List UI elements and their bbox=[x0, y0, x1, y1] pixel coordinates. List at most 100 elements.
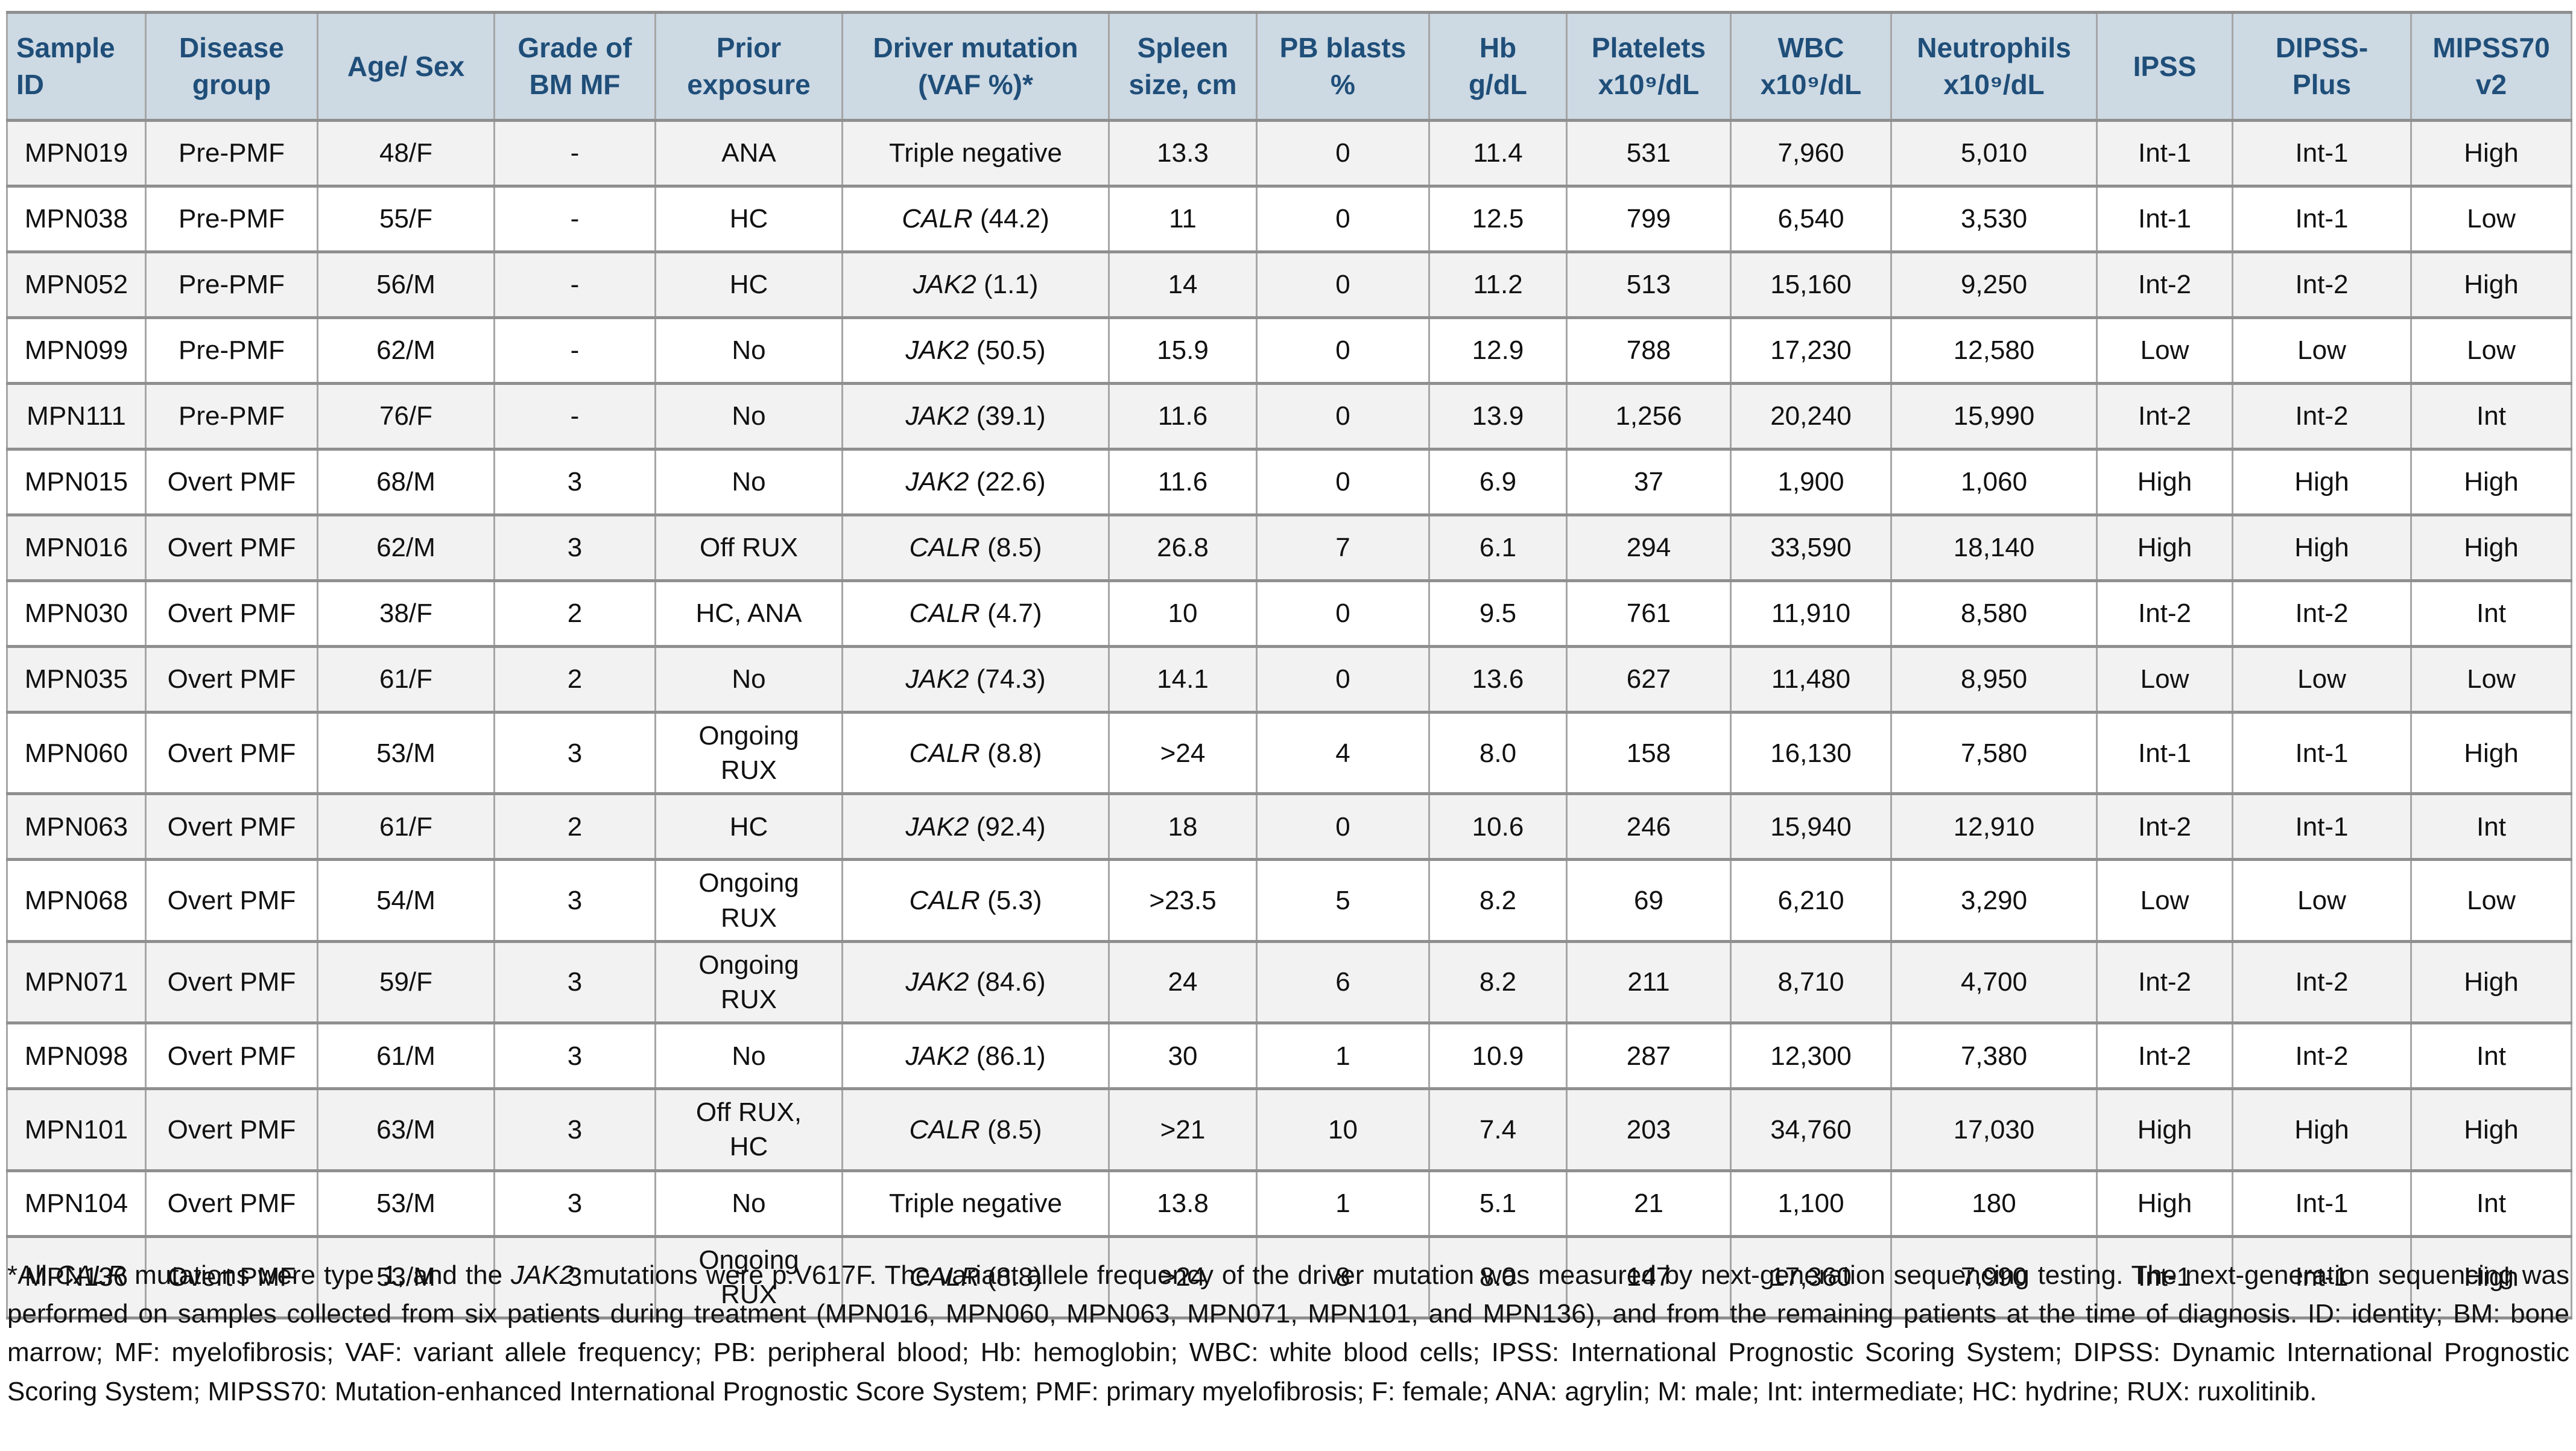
cell-age_sex: 53/M bbox=[317, 1169, 495, 1238]
cell-hb: 11.2 bbox=[1428, 250, 1568, 319]
cell-age_sex: 48/F bbox=[317, 119, 495, 188]
cell-dipss_plus: High bbox=[2232, 448, 2412, 516]
gene-name: JAK2 bbox=[905, 1041, 969, 1071]
cell-age_sex: 55/F bbox=[317, 185, 495, 253]
cell-ipss: Int-2 bbox=[2096, 792, 2233, 862]
footnote-text: *All bbox=[7, 1260, 55, 1290]
cell-mipss70: Int bbox=[2410, 1021, 2572, 1091]
cell-sample_id: MPN136 bbox=[6, 1234, 147, 1319]
cell-wbc: 17,360 bbox=[1730, 1234, 1892, 1319]
cell-disease_group: Pre-PMF bbox=[145, 250, 318, 319]
cell-neutrophils: 8,950 bbox=[1890, 645, 2098, 714]
cell-sample_id: MPN071 bbox=[6, 939, 147, 1025]
table-body: MPN019 Pre-PMF 48/F - ANA Triple negative 13.3… bbox=[6, 119, 2572, 1319]
cell-grade: 3 bbox=[493, 858, 656, 943]
cell-prior_exposure: Ongoing RUX bbox=[654, 1234, 843, 1319]
table-row: MPN111 Pre-PMF 76/F - No JAK2 (39.1) 11.6 0 13.9… bbox=[6, 382, 2572, 451]
cell-mipss70: Low bbox=[2410, 316, 2572, 385]
cell-grade: - bbox=[493, 250, 656, 319]
cell-ipss: Int-1 bbox=[2096, 119, 2233, 188]
gene-name: JAK2 bbox=[905, 335, 969, 366]
cell-driver: CALR (8.8) bbox=[841, 1234, 1110, 1319]
cell-disease_group: Overt PMF bbox=[145, 1021, 318, 1091]
cell-grade: - bbox=[493, 316, 656, 385]
cell-spleen: 11 bbox=[1108, 185, 1258, 253]
cell-mipss70: Int bbox=[2410, 579, 2572, 648]
gene-name: CALR bbox=[909, 1114, 980, 1145]
cell-prior_exposure: Off RUX bbox=[654, 513, 843, 582]
cell-neutrophils: 15,990 bbox=[1890, 382, 2098, 451]
cell-disease_group: Pre-PMF bbox=[145, 119, 318, 188]
cell-grade: 3 bbox=[493, 1087, 656, 1172]
cell-hb: 9.5 bbox=[1428, 579, 1568, 648]
gene-name: JAK2 bbox=[905, 664, 969, 694]
cell-disease_group: Pre-PMF bbox=[145, 185, 318, 253]
cell-ipss: High bbox=[2096, 448, 2233, 516]
cell-wbc: 15,940 bbox=[1730, 792, 1892, 862]
cell-hb: 8.2 bbox=[1428, 858, 1568, 943]
cell-neutrophils: 1,060 bbox=[1890, 448, 2098, 516]
cell-wbc: 12,300 bbox=[1730, 1021, 1892, 1091]
cell-wbc: 33,590 bbox=[1730, 513, 1892, 582]
cell-dipss_plus: Int-2 bbox=[2232, 579, 2412, 648]
cell-spleen: >21 bbox=[1108, 1087, 1258, 1172]
cell-sample_id: MPN038 bbox=[6, 185, 147, 253]
cell-spleen: 14 bbox=[1108, 250, 1258, 319]
cell-dipss_plus: Int-1 bbox=[2232, 792, 2412, 862]
cell-driver: JAK2 (92.4) bbox=[841, 792, 1110, 862]
cell-neutrophils: 7,380 bbox=[1890, 1021, 2098, 1091]
cell-age_sex: 59/F bbox=[317, 939, 495, 1025]
table-row: MPN035 Overt PMF 61/F 2 No JAK2 (74.3) 14.1 0 13… bbox=[6, 645, 2572, 714]
column-header-age_sex: Age/ Sex bbox=[317, 11, 495, 122]
cell-prior_exposure: No bbox=[654, 316, 843, 385]
gene-name: JAK2 bbox=[905, 467, 969, 497]
cell-driver: CALR (8.5) bbox=[841, 513, 1110, 582]
cell-dipss_plus: High bbox=[2232, 513, 2412, 582]
cell-age_sex: 53/M bbox=[317, 1234, 495, 1319]
cell-dipss_plus: Low bbox=[2232, 316, 2412, 385]
table-row: MPN136 Overt PMF 53/M 3 Ongoing RUX CALR (8.8… bbox=[6, 1234, 2572, 1319]
footnote-gene-name: JAK2 bbox=[510, 1260, 575, 1290]
cell-disease_group: Overt PMF bbox=[145, 1234, 318, 1319]
cell-ipss: Low bbox=[2096, 858, 2233, 943]
cell-sample_id: MPN060 bbox=[6, 710, 147, 796]
cell-wbc: 1,900 bbox=[1730, 448, 1892, 516]
table-row: MPN098 Overt PMF 61/M 3 No JAK2 (86.1) 30 1 10.9… bbox=[6, 1021, 2572, 1091]
cell-neutrophils: 3,530 bbox=[1890, 185, 2098, 253]
cell-prior_exposure: No bbox=[654, 448, 843, 516]
cell-hb: 12.5 bbox=[1428, 185, 1568, 253]
cell-ipss: High bbox=[2096, 1169, 2233, 1238]
cell-driver: JAK2 (84.6) bbox=[841, 939, 1110, 1025]
cell-pb_blasts: 1 bbox=[1256, 1169, 1430, 1238]
cell-disease_group: Overt PMF bbox=[145, 1169, 318, 1238]
cell-prior_exposure: HC, ANA bbox=[654, 579, 843, 648]
cell-mipss70: High bbox=[2410, 1234, 2572, 1319]
cell-driver: Triple negative bbox=[841, 119, 1110, 188]
cell-prior_exposure: No bbox=[654, 382, 843, 451]
cell-spleen: 18 bbox=[1108, 792, 1258, 862]
cell-prior_exposure: HC bbox=[654, 792, 843, 862]
cell-hb: 13.9 bbox=[1428, 382, 1568, 451]
cell-platelets: 21 bbox=[1566, 1169, 1732, 1238]
cell-platelets: 627 bbox=[1566, 645, 1732, 714]
cell-age_sex: 54/M bbox=[317, 858, 495, 943]
cell-dipss_plus: Int-2 bbox=[2232, 382, 2412, 451]
cell-sample_id: MPN015 bbox=[6, 448, 147, 516]
cell-driver: CALR (5.3) bbox=[841, 858, 1110, 943]
cell-disease_group: Overt PMF bbox=[145, 1087, 318, 1172]
cell-pb_blasts: 0 bbox=[1256, 792, 1430, 862]
cell-sample_id: MPN068 bbox=[6, 858, 147, 943]
cell-hb: 8.0 bbox=[1428, 710, 1568, 796]
cell-pb_blasts: 0 bbox=[1256, 645, 1430, 714]
cell-dipss_plus: Int-1 bbox=[2232, 119, 2412, 188]
cell-mipss70: High bbox=[2410, 448, 2572, 516]
column-header-driver: Driver mutation (VAF %)* bbox=[841, 11, 1110, 122]
cell-sample_id: MPN035 bbox=[6, 645, 147, 714]
cell-sample_id: MPN063 bbox=[6, 792, 147, 862]
cell-grade: 3 bbox=[493, 1169, 656, 1238]
cell-ipss: Int-2 bbox=[2096, 382, 2233, 451]
cell-mipss70: High bbox=[2410, 119, 2572, 188]
cell-spleen: >24 bbox=[1108, 710, 1258, 796]
cell-mipss70: High bbox=[2410, 939, 2572, 1025]
cell-prior_exposure: HC bbox=[654, 250, 843, 319]
